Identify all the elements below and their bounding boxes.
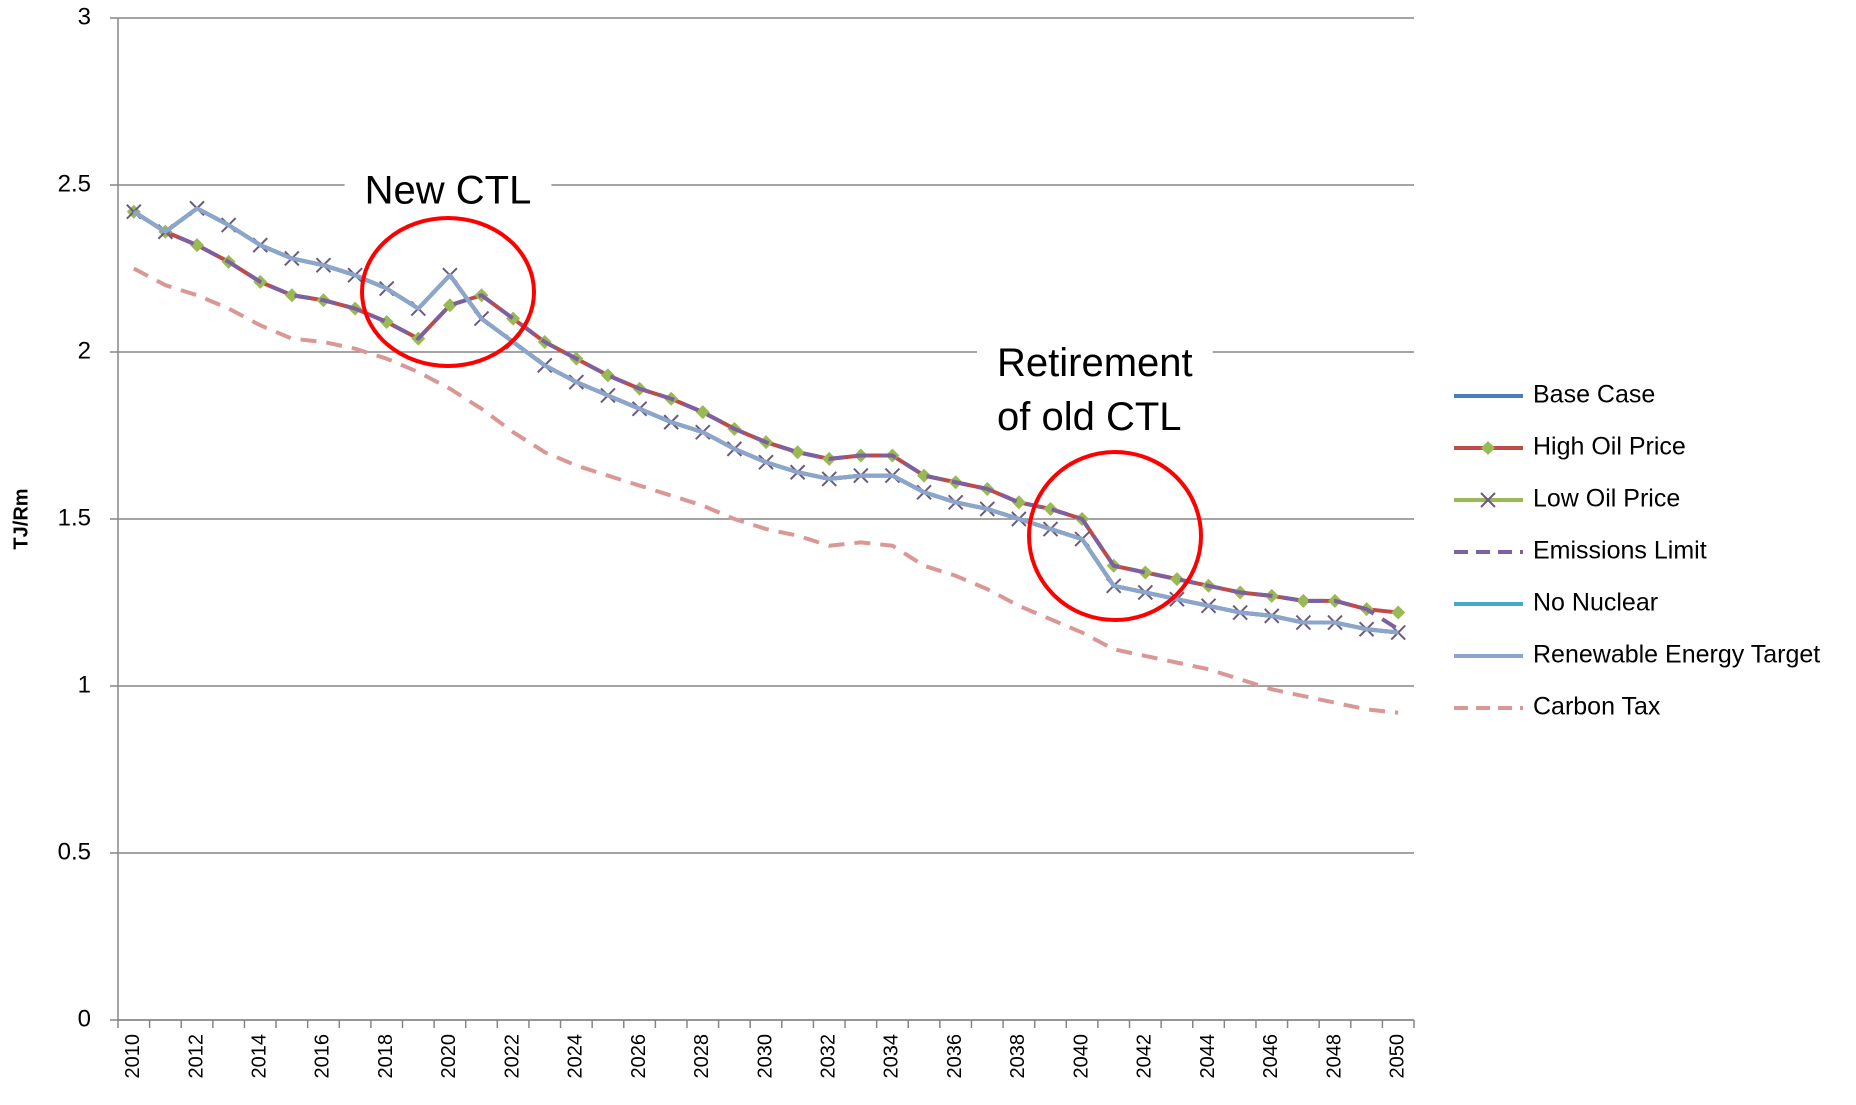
marker [1043,501,1058,516]
x-tick-label: 2024 [565,1034,587,1079]
legend-label: High Oil Price [1533,433,1686,461]
annotation: Retirement of old CTL [997,341,1193,439]
annotation-line: Retirement [997,341,1193,385]
x-tick-label: 2046 [1260,1034,1282,1079]
y-tick-label: 2.5 [58,170,91,197]
x-tick-label: 2014 [249,1034,271,1079]
y-axis-label: TJ/Rm [10,488,32,549]
x-tick-label: 2036 [944,1034,966,1079]
y-tick-label: 1 [78,671,91,698]
marker [790,445,805,460]
x-tick-label: 2030 [754,1034,776,1079]
x-tick-label: 2026 [628,1034,650,1079]
marker [1296,593,1311,608]
x-tick-label: 2034 [881,1034,903,1079]
y-tick-label: 3 [78,3,91,30]
y-tick-label: 2 [78,337,91,364]
marker [284,288,299,303]
y-tick-label: 1.5 [58,504,91,531]
highlight-circle [360,216,536,368]
x-tick-label: 2048 [1323,1034,1345,1079]
marker [1391,605,1406,620]
x-tick-label: 2020 [438,1034,460,1079]
x-tick-label: 2016 [312,1034,334,1079]
highlight-circle [1027,450,1203,622]
x-tick-label: 2044 [1197,1034,1219,1079]
marker [1169,572,1184,587]
x-tick-label: 2040 [1070,1034,1092,1079]
marker [1138,565,1153,580]
annotation: New CTL [365,169,532,213]
series-line [132,206,1399,635]
x-tick-label: 2012 [185,1034,207,1079]
legend-label: Low Oil Price [1533,485,1680,513]
legend-label: No Nuclear [1533,589,1658,617]
marker [695,405,710,420]
annotation-bg [977,336,1213,443]
annotation-line: of old CTL [997,395,1182,439]
x-tick-label: 2018 [375,1034,397,1079]
marker [442,298,457,313]
x-tick-label: 2028 [691,1034,713,1079]
y-tick-label: 0 [78,1005,91,1032]
legend-label: Base Case [1533,381,1655,409]
marker [917,468,932,483]
series-line [132,266,1399,715]
y-tick-label: 0.5 [58,838,91,865]
x-tick-label: 2032 [818,1034,840,1079]
x-tick-label: 2038 [1007,1034,1029,1079]
legend-marker [1480,492,1496,508]
x-tick-label: 2050 [1386,1034,1408,1079]
x-tick-label: 2010 [122,1034,144,1079]
annotation-bg [344,164,552,217]
x-tick-label: 2042 [1134,1034,1156,1079]
legend-label: Renewable Energy Target [1533,641,1820,669]
legend-label: Carbon Tax [1533,693,1661,721]
legend-label: Emissions Limit [1533,537,1707,565]
x-tick-label: 2022 [501,1034,523,1079]
legend-marker [1481,441,1495,455]
